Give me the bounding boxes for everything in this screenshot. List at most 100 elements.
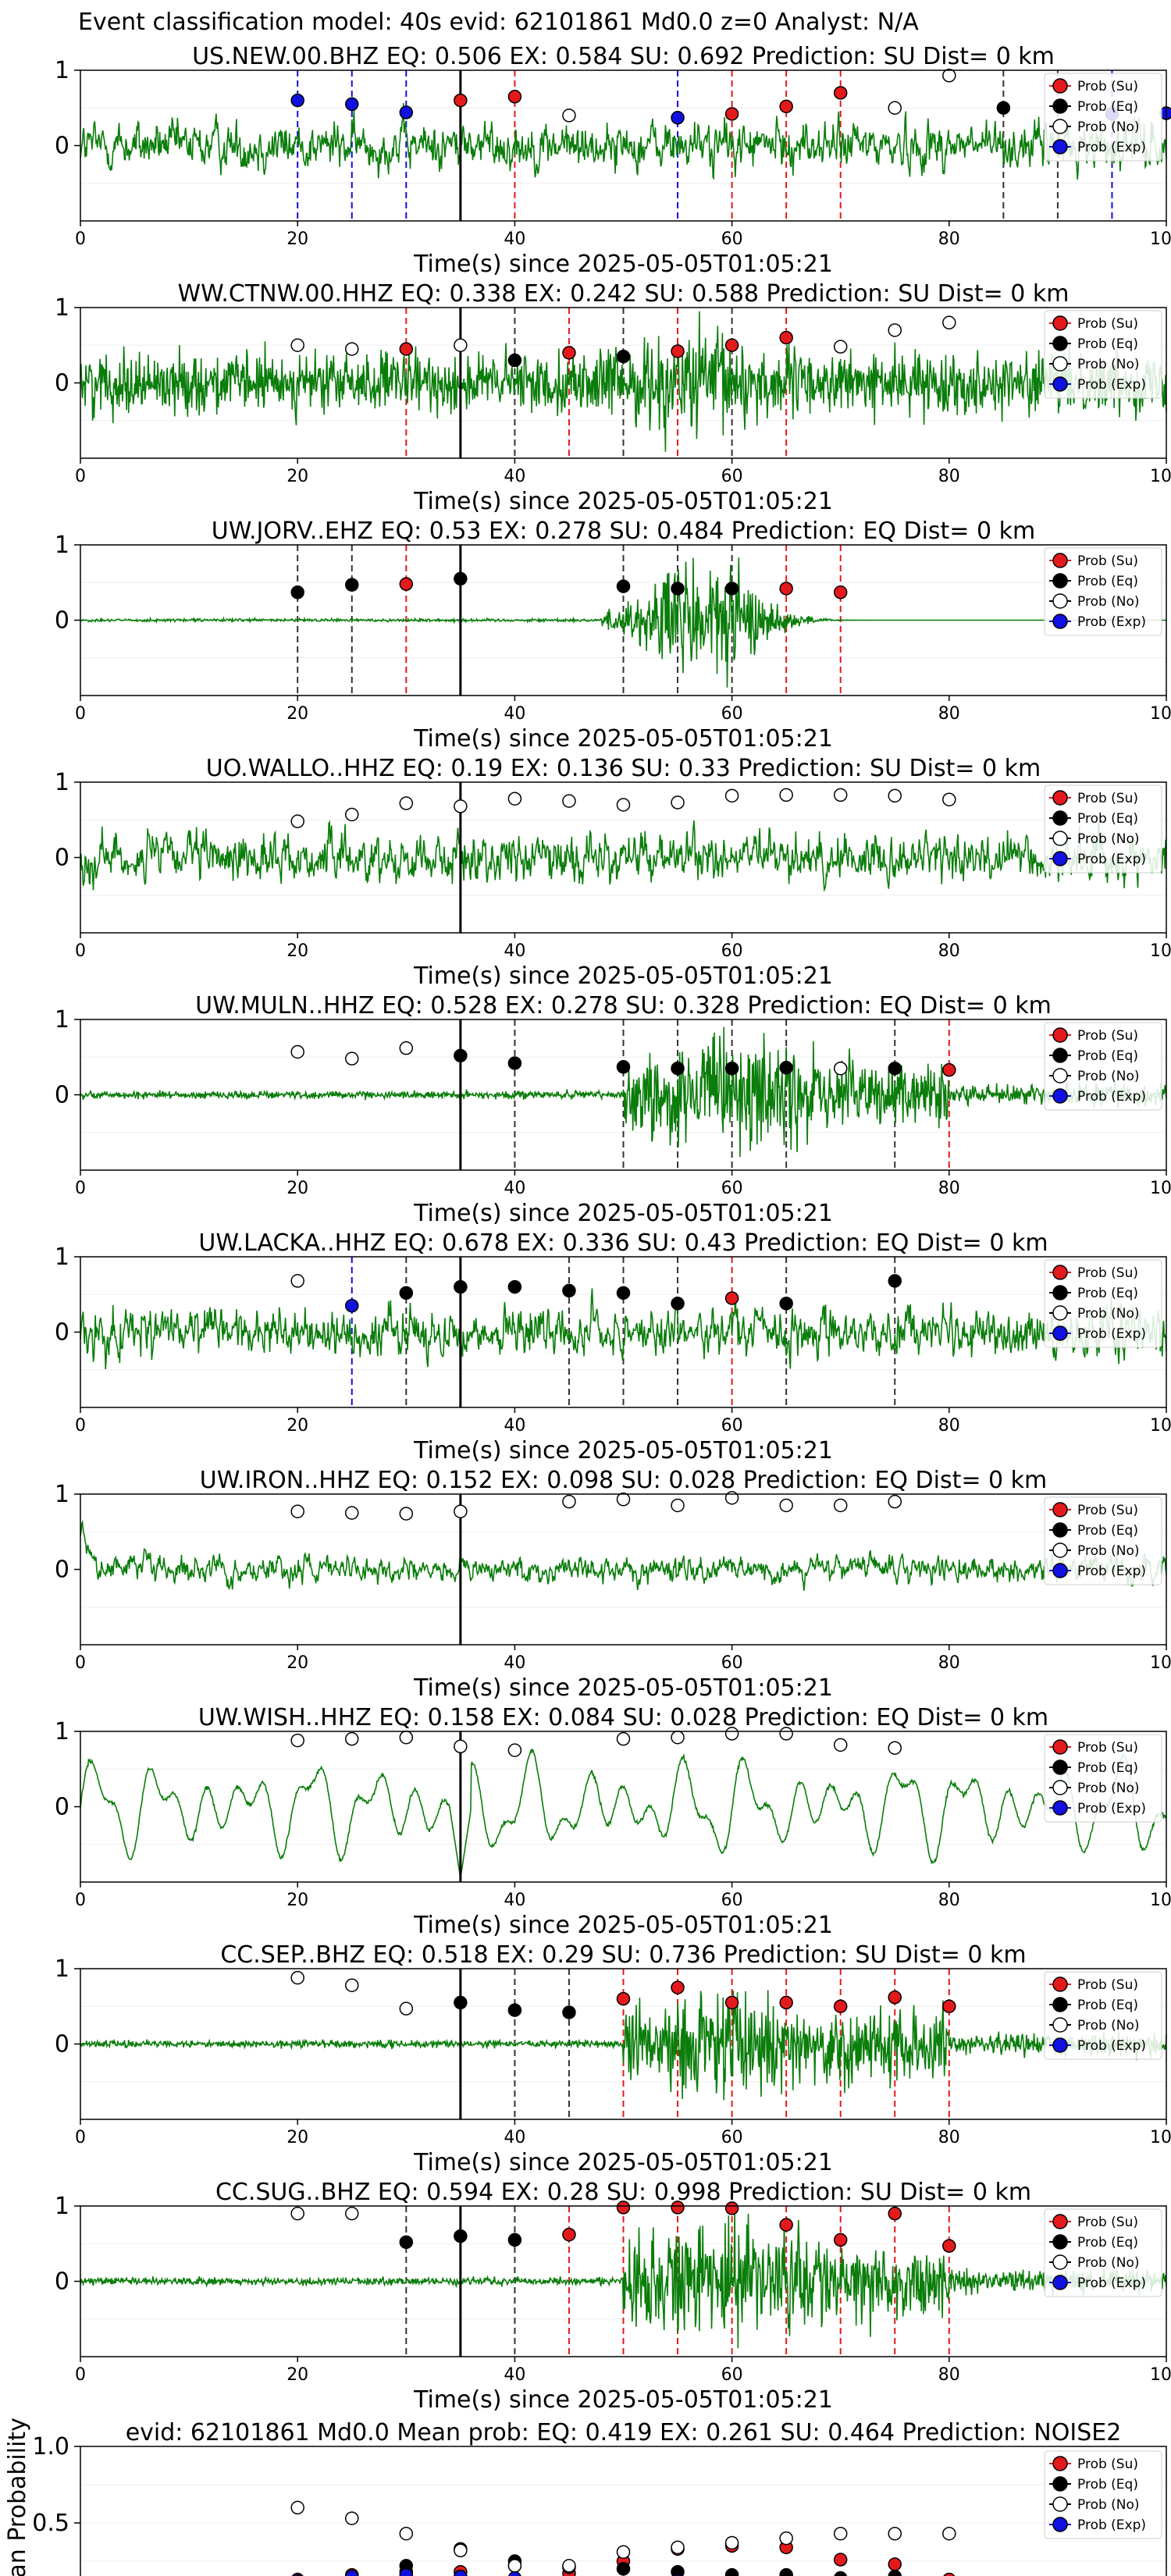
legend-label-su: Prob (Su) xyxy=(1077,553,1138,569)
legend-marker-eq xyxy=(1052,1759,1068,1775)
legend-label-su: Prob (Su) xyxy=(1077,791,1138,806)
legend-marker-su xyxy=(1052,1739,1068,1755)
prob-point-eq xyxy=(454,2229,468,2243)
legend-marker-su xyxy=(1052,2456,1068,2471)
xtick-label: 40 xyxy=(504,1179,525,1198)
mean-point-exp xyxy=(399,2567,414,2576)
mean-point-no xyxy=(454,2543,468,2558)
mean-point-su xyxy=(888,2557,902,2571)
legend-label-no: Prob (No) xyxy=(1077,594,1140,610)
xtick-label: 80 xyxy=(938,2128,960,2147)
x-axis-label: Time(s) since 2025-05-05T01:05:21 xyxy=(413,2149,833,2176)
prob-point-su xyxy=(833,86,848,100)
prob-point-su xyxy=(399,342,414,356)
panel-title: UW.IRON..HHZ EQ: 0.152 EX: 0.098 SU: 0.0… xyxy=(200,1467,1048,1494)
legend-marker-no xyxy=(1052,831,1068,846)
mean-point-no xyxy=(888,2526,902,2541)
panel-title: UW.MULN..HHZ EQ: 0.528 EX: 0.278 SU: 0.3… xyxy=(195,992,1052,1019)
legend-marker-exp xyxy=(1052,851,1068,866)
legend-label-exp: Prob (Exp) xyxy=(1077,614,1146,630)
legend-label-su: Prob (Su) xyxy=(1077,1028,1138,1044)
mean-point-no xyxy=(779,2531,793,2546)
legend-marker-exp xyxy=(1052,376,1068,392)
prob-point-eq xyxy=(562,1283,576,1298)
prob-point-no xyxy=(724,788,739,803)
y-axis-label: Mean Probability xyxy=(4,2418,31,2576)
prob-point-su xyxy=(454,93,468,108)
prob-point-su xyxy=(507,90,522,104)
legend-marker-eq xyxy=(1052,573,1068,589)
waveform-trace xyxy=(80,1519,1167,1591)
prob-point-no xyxy=(345,342,359,356)
legend-marker-exp xyxy=(1052,1563,1068,1578)
prob-point-no xyxy=(779,788,793,802)
legend: Prob (Su) Prob (Eq) Prob (No) Prob (Exp) xyxy=(1044,73,1162,162)
prob-point-no xyxy=(454,1504,468,1518)
prob-point-no xyxy=(779,1498,793,1513)
x-axis-label: Time(s) since 2025-05-05T01:05:21 xyxy=(413,1674,833,1702)
legend-marker-su xyxy=(1052,1976,1068,1992)
mean-point-no xyxy=(833,2526,848,2541)
xtick-label: 20 xyxy=(287,2365,308,2385)
prob-point-no xyxy=(290,1044,304,1059)
legend-label-eq: Prob (Eq) xyxy=(1077,2235,1138,2250)
legend-box xyxy=(1044,310,1162,399)
legend-label-exp: Prob (Exp) xyxy=(1077,1801,1146,1816)
prob-point-no xyxy=(345,807,359,822)
mean-point-su xyxy=(943,2572,956,2576)
station-panel: US.NEW.00.BHZ EQ: 0.506 EX: 0.584 SU: 0.… xyxy=(55,43,1171,278)
prob-point-no xyxy=(345,2206,359,2221)
waveform-trace xyxy=(80,820,1167,892)
xtick-label: 0 xyxy=(75,1416,86,1436)
legend: Prob (Su) Prob (Eq) Prob (No) Prob (Exp) xyxy=(1044,1971,1162,2060)
prob-point-eq xyxy=(290,585,304,600)
mean-point-no xyxy=(290,2500,304,2515)
prob-point-no xyxy=(833,1498,848,1513)
prob-point-no xyxy=(616,798,631,812)
prob-point-no xyxy=(399,796,414,810)
prob-point-no xyxy=(290,814,304,828)
legend: Prob (Su) Prob (Eq) Prob (No) Prob (Exp) xyxy=(1044,1496,1162,1585)
waveform-trace xyxy=(80,1288,1167,1370)
mean-point-no xyxy=(399,2526,414,2541)
prob-point-no xyxy=(562,109,576,123)
prob-point-eq xyxy=(779,1297,793,1311)
prob-point-su xyxy=(562,346,576,360)
legend-label-su: Prob (Su) xyxy=(1077,79,1138,94)
xtick-label: 100 xyxy=(1150,467,1171,486)
prob-point-no xyxy=(724,1491,739,1505)
xtick-label: 100 xyxy=(1150,941,1171,961)
prob-point-eq xyxy=(562,2005,576,2019)
prob-point-eq xyxy=(399,1286,414,1300)
xtick-label: 60 xyxy=(721,229,743,249)
legend-label-no: Prob (No) xyxy=(1077,119,1140,135)
prob-point-su xyxy=(562,2227,576,2242)
prob-point-no xyxy=(779,1727,793,1741)
xtick-label: 100 xyxy=(1150,2128,1171,2147)
legend-marker-exp xyxy=(1052,1325,1068,1341)
ytick-label: 0 xyxy=(55,2031,69,2058)
mean-point-no xyxy=(616,2545,631,2559)
prob-point-eq xyxy=(507,1279,522,1294)
legend-label-no: Prob (No) xyxy=(1077,1306,1140,1322)
prob-point-no xyxy=(345,1051,359,1066)
mean-point-eq xyxy=(724,2567,739,2576)
xtick-label: 0 xyxy=(75,1891,86,1910)
prob-point-su xyxy=(671,1980,685,1994)
legend: Prob (Su) Prob (Eq) Prob (No) Prob (Exp) xyxy=(1044,2208,1162,2297)
prob-point-su xyxy=(724,1995,739,2010)
prob-point-no xyxy=(562,794,576,808)
xtick-label: 0 xyxy=(75,2128,86,2147)
legend: Prob (Su) Prob (Eq) Prob (No) Prob (Exp) xyxy=(1044,785,1162,873)
prob-point-su xyxy=(888,2206,902,2221)
prob-point-no xyxy=(671,795,685,809)
xtick-label: 40 xyxy=(504,704,525,724)
xtick-label: 20 xyxy=(287,941,308,961)
legend-label-no: Prob (No) xyxy=(1077,1069,1140,1084)
ytick-label: 0 xyxy=(55,845,69,872)
legend-label-exp: Prob (Exp) xyxy=(1077,1326,1146,1342)
station-panel: CC.SUG..BHZ EQ: 0.594 EX: 0.28 SU: 0.998… xyxy=(55,2179,1171,2414)
prob-point-su xyxy=(833,2233,848,2247)
xtick-label: 40 xyxy=(504,2128,525,2147)
xtick-label: 20 xyxy=(287,1179,308,1198)
